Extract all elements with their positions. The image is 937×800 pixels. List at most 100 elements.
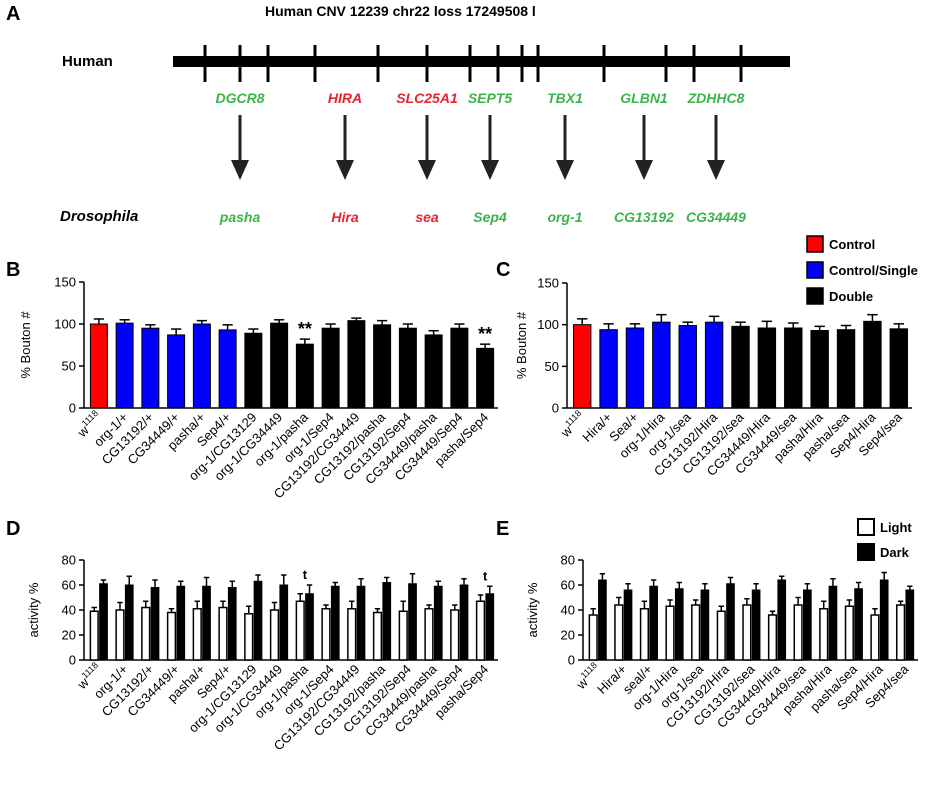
fly-gene-label: pasha <box>219 209 261 225</box>
bar-light <box>639 608 650 661</box>
y-tick-label: 60 <box>62 578 76 593</box>
bar-light <box>295 600 305 661</box>
bar <box>270 322 289 409</box>
bar-light <box>691 604 701 661</box>
chromosome-tick <box>664 45 668 82</box>
bar <box>784 327 803 409</box>
human-gene-label: GLBN1 <box>620 90 668 106</box>
legend-label: Control <box>829 237 875 252</box>
ortholog-arrow-head <box>556 160 574 180</box>
legend-label: Double <box>829 289 873 304</box>
bar-dark <box>202 585 211 661</box>
bar <box>192 323 211 409</box>
bar <box>625 327 645 409</box>
activity-legend: Light Dark <box>857 518 912 561</box>
chromosome-tick <box>238 45 242 82</box>
ortholog-arrow-shaft <box>563 115 567 162</box>
bar-light <box>218 606 228 661</box>
ortholog-arrow-head <box>635 160 653 180</box>
bar-dark <box>176 585 186 661</box>
bar <box>321 327 340 409</box>
y-tick-label: 80 <box>62 553 76 568</box>
bar-light <box>742 604 752 661</box>
bar <box>167 334 186 409</box>
y-tick-label: 40 <box>561 603 575 618</box>
x-tick-label: Hira/+ <box>579 410 614 445</box>
legend-label: Light <box>880 520 912 535</box>
chromosome-tick <box>536 45 540 82</box>
bar-dark <box>253 580 263 661</box>
bar-light <box>767 614 778 661</box>
ortholog-arrow-shaft <box>488 115 492 162</box>
bar-light <box>372 611 383 661</box>
chromosome-tick <box>468 45 472 82</box>
chromosome-tick <box>376 45 380 82</box>
bar-light <box>450 609 460 661</box>
bar-light <box>588 614 598 661</box>
bar-light <box>89 610 99 661</box>
bar-dark <box>802 589 812 661</box>
panel-a-letter: A <box>6 3 20 25</box>
chromosome-ticks <box>203 45 743 82</box>
fly-gene-label: Sep4 <box>473 209 507 225</box>
bar-light <box>192 608 202 661</box>
bar <box>572 324 592 409</box>
fly-gene-label: CG34449 <box>686 209 746 225</box>
fly-gene-label: Hira <box>331 209 358 225</box>
bar <box>704 321 724 409</box>
bar-light <box>166 611 177 661</box>
y-axis-label: % Bouton # <box>514 311 529 379</box>
y-tick-label: 40 <box>62 603 76 618</box>
bar <box>115 322 134 409</box>
legend-swatch <box>857 518 875 536</box>
chromosome-tick <box>496 45 500 82</box>
panel-b-letter: B <box>6 259 20 281</box>
y-tick-label: 100 <box>54 317 76 332</box>
drosophila-row-label: Drosophila <box>60 208 138 225</box>
bar-dark <box>459 584 469 661</box>
y-axis-label: % Bouton # <box>18 311 33 379</box>
y-tick-label: 50 <box>545 359 559 374</box>
bar <box>373 324 392 409</box>
bar-dark <box>227 587 237 661</box>
y-tick-label: 0 <box>568 653 575 668</box>
bar-light <box>870 614 880 661</box>
significance-marker: t <box>483 568 488 583</box>
fly-gene-label: CG13192 <box>614 209 674 225</box>
ortholog-arrow-shaft <box>238 115 242 162</box>
bar <box>450 327 469 409</box>
y-tick-label: 20 <box>62 628 76 643</box>
y-tick-label: 0 <box>69 401 76 416</box>
bar-light <box>115 609 125 661</box>
chromosome-tick <box>425 45 429 82</box>
bar <box>347 320 366 409</box>
bar-light <box>321 608 331 661</box>
human-gene-label: HIRA <box>328 90 362 106</box>
bar <box>652 321 671 409</box>
bar-dark <box>305 593 314 661</box>
bar-dark <box>700 589 710 661</box>
ortholog-arrow-head <box>707 160 725 180</box>
human-gene-label: DGCR8 <box>215 90 264 106</box>
bar <box>678 325 697 409</box>
human-row-label: Human <box>62 53 113 70</box>
bar-dark <box>649 585 658 661</box>
ortholog-arrow-head <box>481 160 499 180</box>
bar-dark <box>408 583 417 661</box>
human-gene-label: ZDHHC8 <box>687 90 745 106</box>
chromosome-tick <box>739 45 743 82</box>
fly-gene-label: org-1 <box>548 209 583 225</box>
legend-swatch <box>806 287 824 305</box>
panel-c-letter: C <box>496 259 510 281</box>
bar <box>757 327 777 409</box>
legend-label: Dark <box>880 545 910 560</box>
human-gene-label: SEPT5 <box>468 90 513 106</box>
panel-a-cnv-diagram: A Human CNV 12239 chr22 loss 17249508 l … <box>6 3 790 225</box>
y-tick-label: 80 <box>561 553 575 568</box>
bar-light <box>716 610 726 661</box>
bar <box>398 327 417 409</box>
human-gene-label: SLC25A1 <box>396 90 458 106</box>
y-tick-label: 100 <box>537 317 559 332</box>
